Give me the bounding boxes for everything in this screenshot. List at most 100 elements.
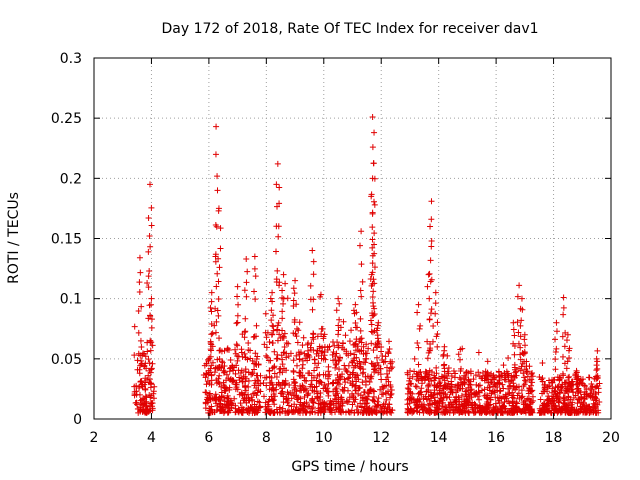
data-point xyxy=(515,390,522,397)
data-point xyxy=(421,401,428,408)
data-point xyxy=(475,388,482,395)
data-point xyxy=(280,300,287,307)
data-point xyxy=(335,331,342,338)
data-point xyxy=(561,395,568,402)
data-point xyxy=(549,379,556,386)
data-point xyxy=(529,369,536,376)
data-point xyxy=(581,388,588,395)
data-point xyxy=(295,407,302,414)
data-point xyxy=(279,308,286,315)
data-point xyxy=(314,395,321,402)
data-point xyxy=(226,386,233,393)
data-point xyxy=(262,329,269,336)
data-point xyxy=(212,397,219,404)
data-point xyxy=(458,392,465,399)
data-point xyxy=(376,340,383,347)
data-point xyxy=(251,366,258,373)
data-point xyxy=(529,379,536,386)
data-point xyxy=(560,400,567,407)
data-point xyxy=(332,353,339,360)
data-point xyxy=(446,383,453,390)
data-point xyxy=(336,300,343,307)
data-point xyxy=(291,319,298,326)
data-point xyxy=(387,381,394,388)
data-point xyxy=(324,375,331,382)
data-point xyxy=(329,351,336,358)
data-point xyxy=(521,407,528,414)
data-point xyxy=(369,294,376,301)
data-point xyxy=(502,391,509,398)
data-point xyxy=(322,356,329,363)
data-point xyxy=(413,370,420,377)
data-point xyxy=(473,381,480,388)
data-point xyxy=(425,393,432,400)
data-point xyxy=(370,393,377,400)
data-point xyxy=(518,317,525,324)
data-point xyxy=(528,408,535,415)
data-point xyxy=(578,394,585,401)
data-point xyxy=(243,293,250,300)
data-point xyxy=(416,369,423,376)
data-point xyxy=(281,381,288,388)
data-point xyxy=(215,375,222,382)
data-point xyxy=(286,381,293,388)
data-point xyxy=(291,290,298,297)
data-point xyxy=(294,339,301,346)
data-point xyxy=(425,382,432,389)
data-point xyxy=(369,280,376,287)
data-point xyxy=(368,193,375,200)
data-point xyxy=(438,403,445,410)
data-point xyxy=(586,374,593,381)
data-point xyxy=(417,388,424,395)
data-point xyxy=(476,389,483,396)
data-point xyxy=(208,289,215,296)
data-point xyxy=(358,261,365,268)
data-point xyxy=(539,359,546,366)
data-point xyxy=(521,398,528,405)
data-point xyxy=(448,386,455,393)
data-point xyxy=(296,351,303,358)
data-point xyxy=(207,304,214,311)
data-point xyxy=(213,407,220,414)
data-point xyxy=(496,395,503,402)
data-point xyxy=(245,340,252,347)
data-point xyxy=(234,319,241,326)
data-point xyxy=(573,381,580,388)
data-point xyxy=(336,366,343,373)
data-point xyxy=(524,368,531,375)
data-point xyxy=(577,408,584,415)
data-point xyxy=(415,301,422,308)
data-point xyxy=(549,397,556,404)
data-point xyxy=(142,400,149,407)
data-point xyxy=(475,349,482,356)
data-point xyxy=(524,373,531,380)
data-point xyxy=(427,310,434,317)
data-point xyxy=(549,376,556,383)
data-point xyxy=(357,360,364,367)
data-point xyxy=(281,343,288,350)
data-point xyxy=(136,385,143,392)
data-point xyxy=(208,347,215,354)
data-point xyxy=(297,383,304,390)
data-point xyxy=(234,353,241,360)
data-point xyxy=(438,390,445,397)
data-point xyxy=(332,361,339,368)
data-point xyxy=(334,390,341,397)
data-point xyxy=(245,369,252,376)
data-point xyxy=(347,350,354,357)
data-point xyxy=(232,405,239,412)
data-point xyxy=(327,407,334,414)
data-point xyxy=(413,383,420,390)
data-point xyxy=(466,409,473,416)
data-point xyxy=(536,374,543,381)
data-point xyxy=(492,400,499,407)
data-point xyxy=(318,379,325,386)
data-point xyxy=(131,323,138,330)
data-point xyxy=(313,388,320,395)
data-point xyxy=(215,278,222,285)
data-point xyxy=(373,404,380,411)
data-point xyxy=(564,385,571,392)
data-point xyxy=(214,187,221,194)
data-point xyxy=(521,331,528,338)
